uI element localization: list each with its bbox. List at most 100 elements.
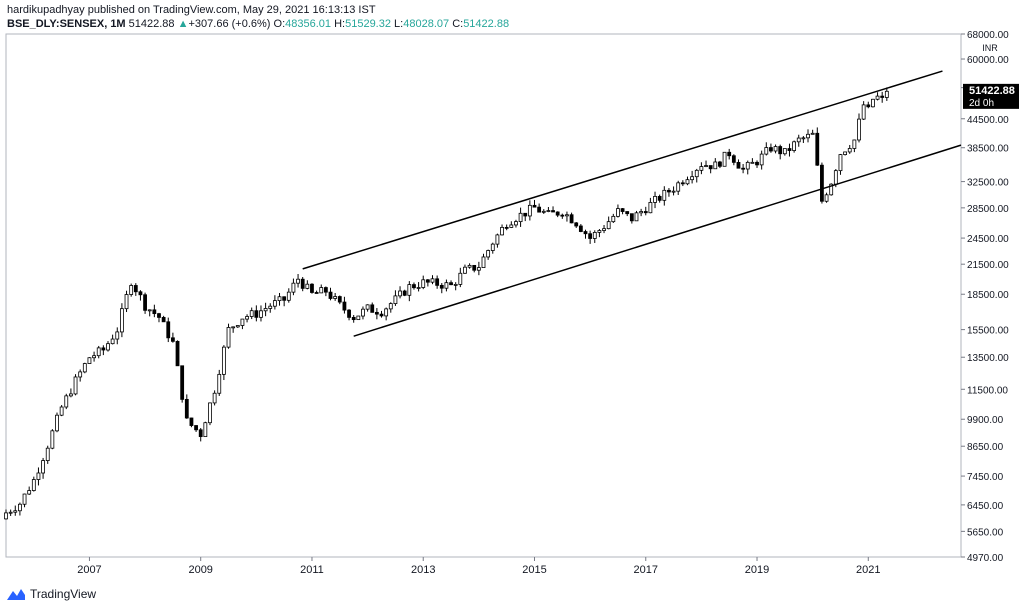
candle-body <box>254 310 259 318</box>
symbol-label: BSE_DLY:SENSEX, 1M <box>7 18 126 30</box>
candle-body <box>240 318 245 326</box>
candle-body <box>31 479 36 491</box>
candle-body <box>560 214 565 217</box>
candle-body <box>152 309 157 315</box>
candle-body <box>374 311 379 315</box>
x-tick-label: 2009 <box>188 564 212 576</box>
candle-body <box>820 164 824 202</box>
candle-body <box>328 291 333 299</box>
x-tick-label: 2019 <box>745 564 769 576</box>
last-price-tag-bg <box>963 83 1019 109</box>
y-tick-label: 28500.00 <box>967 204 1009 215</box>
candle-body <box>110 338 115 345</box>
candle-body <box>750 161 755 164</box>
close-label: C: <box>452 18 464 30</box>
candle-body <box>796 137 801 143</box>
y-tick-label: 60000.00 <box>967 55 1009 66</box>
candle-body <box>648 202 653 214</box>
candle-body <box>588 233 593 239</box>
candle-body <box>96 347 101 357</box>
y-tick-label: 7450.00 <box>967 472 1004 483</box>
y-tick-label: 21500.00 <box>967 260 1009 271</box>
candle-body <box>606 221 611 230</box>
y-tick-label: 11500.00 <box>967 385 1008 396</box>
candle-body <box>217 373 222 394</box>
candle-body <box>379 313 384 317</box>
candle-body <box>843 151 848 155</box>
candle-body <box>407 284 412 296</box>
candle-body <box>662 189 667 201</box>
candle-body <box>861 104 866 120</box>
low-label: L: <box>394 18 404 30</box>
candle-body <box>4 512 8 520</box>
candle-body <box>18 503 22 512</box>
candle-body <box>342 301 347 311</box>
candle-body <box>50 430 55 449</box>
candle-body <box>268 305 273 309</box>
candle-body <box>161 317 166 323</box>
candle-body <box>82 363 87 373</box>
candle-body <box>87 357 92 364</box>
candle-body <box>133 285 138 293</box>
candle-body <box>55 414 59 432</box>
candle-body <box>467 264 472 268</box>
candle-body <box>180 365 185 400</box>
y-tick-label: 5650.00 <box>967 527 1004 538</box>
y-tick-label: 18500.00 <box>967 290 1009 301</box>
candle-body <box>435 278 440 286</box>
x-tick-label: 2013 <box>411 564 435 576</box>
candle-body <box>871 98 875 108</box>
candle-body <box>741 167 746 170</box>
channel-lower-trendline <box>353 144 962 337</box>
candle-body <box>361 308 365 317</box>
candle-body <box>305 283 310 289</box>
tradingview-brand[interactable]: TradingView <box>6 587 96 601</box>
candle-body <box>226 327 231 348</box>
candle-body <box>704 165 708 167</box>
candle-body <box>592 232 597 239</box>
candle-body <box>810 132 815 135</box>
candle-body <box>365 304 370 310</box>
candle-body <box>495 234 500 245</box>
candle-body <box>833 170 838 185</box>
candle-body <box>323 287 328 293</box>
channel-upper-trendline <box>302 70 943 270</box>
candle-body <box>657 196 662 201</box>
tradingview-logo-icon <box>7 589 25 600</box>
y-tick-label: 8650.00 <box>967 442 1004 453</box>
candle-body <box>22 493 27 505</box>
publish-info: hardikupadhyay published on TradingView.… <box>7 4 376 16</box>
candle-body <box>602 228 606 231</box>
candle-body <box>718 161 722 167</box>
candle-body <box>300 278 305 289</box>
candle-body <box>106 343 110 351</box>
candle-body <box>416 287 421 289</box>
candle-body <box>78 371 83 378</box>
candle-body <box>198 429 203 438</box>
candle-body <box>578 225 583 232</box>
candle-body <box>880 95 885 98</box>
candle-body <box>272 300 277 307</box>
candle-body <box>147 309 152 312</box>
candle-body <box>699 166 704 171</box>
candles <box>4 87 889 520</box>
x-tick-label: 2015 <box>522 564 546 576</box>
candle-body <box>296 278 300 284</box>
plot-frame <box>5 33 962 558</box>
y-tick-label: 68000.00 <box>967 30 1009 41</box>
candle-body <box>773 146 778 152</box>
candle-body <box>727 151 732 157</box>
x-tick-label: 2011 <box>300 564 324 576</box>
candle-body <box>245 316 249 320</box>
candle-body <box>643 211 648 214</box>
candle-body <box>319 287 324 294</box>
candle-body <box>291 282 296 293</box>
candle-body <box>41 460 45 474</box>
candle-body <box>453 284 458 286</box>
candle-body <box>722 151 727 167</box>
candle-body <box>490 243 495 251</box>
candle-body <box>157 313 161 318</box>
candle-body <box>449 282 453 286</box>
